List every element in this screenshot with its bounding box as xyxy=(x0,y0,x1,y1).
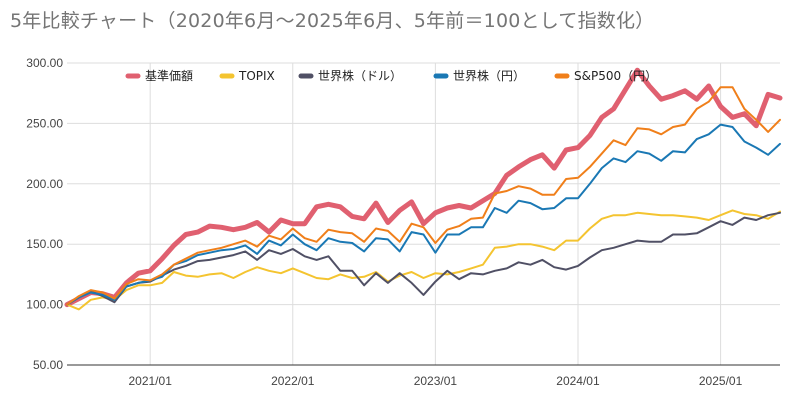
x-tick-label: 2023/01 xyxy=(414,374,458,388)
y-tick-label: 100.00 xyxy=(26,298,63,312)
legend-label: 基準価額 xyxy=(145,68,193,83)
gridlines xyxy=(67,62,780,366)
series-4 xyxy=(66,86,781,306)
series-line xyxy=(64,67,783,308)
chart-title: 5年比較チャート（2020年6月〜2025年6月、5年前＝100として指数化） xyxy=(10,10,655,32)
y-tick-label: 250.00 xyxy=(26,116,63,130)
series-1 xyxy=(66,209,781,311)
series-line xyxy=(66,86,781,306)
y-tick-label: 200.00 xyxy=(26,177,63,191)
y-tick-label: 300.00 xyxy=(26,56,63,70)
x-tick-label: 2021/01 xyxy=(128,374,172,388)
x-tick-label: 2025/01 xyxy=(699,374,743,388)
x-tick-label: 2024/01 xyxy=(556,374,600,388)
legend: 基準価額 TOPIX 世界株（ドル） 世界株（円） S&P500（円） xyxy=(125,68,657,83)
legend-label: 世界株（ドル） xyxy=(318,68,402,83)
series-line xyxy=(66,211,781,306)
series-3 xyxy=(66,123,781,306)
series-line xyxy=(66,123,781,306)
legend-label: TOPIX xyxy=(238,69,275,83)
y-tick-label: 150.00 xyxy=(26,237,63,251)
legend-label: S&P500（円） xyxy=(574,69,657,83)
x-tick-label: 2022/01 xyxy=(271,374,315,388)
y-tick-label: 50.00 xyxy=(33,358,63,372)
series-line xyxy=(66,209,781,311)
legend-label: 世界株（円） xyxy=(453,68,525,83)
